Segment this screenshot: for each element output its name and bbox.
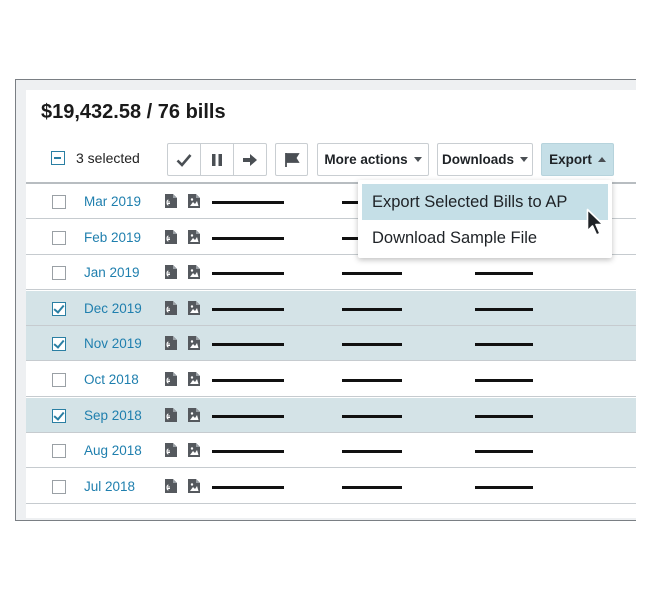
downloads-button[interactable]: Downloads [437, 143, 533, 176]
redacted-amount [342, 379, 402, 382]
redacted-amount [342, 307, 402, 311]
selected-count: 3 selected [76, 150, 140, 166]
redacted-amount [342, 450, 402, 454]
redacted-vendor [212, 201, 284, 204]
redacted-status [475, 343, 533, 347]
flag-icon [284, 152, 300, 167]
table-row[interactable]: Jan 2019 [26, 255, 636, 291]
row-checkbox[interactable] [52, 301, 66, 316]
row-checkbox[interactable] [52, 479, 66, 494]
hold-button[interactable] [201, 144, 234, 175]
bill-date-link[interactable]: Oct 2018 [84, 372, 139, 387]
export-button[interactable]: Export [541, 143, 614, 176]
mouse-pointer-icon [586, 208, 604, 236]
redacted-vendor [212, 343, 284, 347]
bill-date-link[interactable]: Aug 2018 [84, 443, 142, 459]
image-document-icon[interactable] [187, 407, 201, 423]
redacted-vendor [212, 485, 284, 489]
chevron-down-icon [520, 157, 528, 162]
bill-date-link[interactable]: Feb 2019 [84, 229, 142, 245]
bill-document-icon[interactable] [164, 407, 178, 423]
table-header-divider [26, 182, 636, 184]
row-checkbox[interactable] [52, 230, 66, 245]
image-document-icon[interactable] [187, 193, 201, 209]
bill-document-icon[interactable] [164, 229, 178, 245]
redacted-status [475, 450, 533, 454]
export-selected-bills-item[interactable]: Export Selected Bills to AP [362, 184, 608, 220]
image-document-icon[interactable] [187, 442, 201, 458]
bill-document-icon[interactable] [164, 478, 178, 494]
redacted-status [475, 414, 533, 418]
redacted-status [475, 485, 533, 489]
bill-document-icon[interactable] [164, 335, 178, 351]
redacted-vendor [212, 307, 284, 311]
image-document-icon[interactable] [187, 264, 201, 280]
redacted-vendor [212, 272, 284, 276]
more-actions-button[interactable]: More actions [317, 143, 429, 176]
bill-date-link[interactable]: Jan 2019 [84, 265, 140, 281]
bill-document-icon[interactable] [164, 371, 178, 387]
bill-document-icon[interactable] [164, 442, 178, 458]
export-menu: Export Selected Bills to AP Download Sam… [358, 180, 612, 258]
select-all-checkbox[interactable] [51, 151, 65, 165]
image-document-icon[interactable] [187, 300, 201, 316]
redacted-status [475, 272, 533, 276]
row-checkbox[interactable] [52, 444, 66, 459]
export-label: Export [549, 152, 592, 167]
image-document-icon[interactable] [187, 335, 201, 351]
row-checkbox[interactable] [52, 373, 66, 387]
check-icon [176, 153, 192, 167]
arrow-right-icon [243, 153, 257, 166]
chevron-down-icon [413, 157, 422, 162]
chevron-up-icon [597, 157, 606, 162]
bills-total: $19,432.58 / 76 bills [41, 101, 226, 123]
table-row[interactable]: Sep 2018 [26, 397, 636, 433]
bill-date-link[interactable]: Mar 2019 [84, 194, 142, 209]
checkmark-icon [53, 408, 65, 421]
checkmark-icon [53, 302, 65, 314]
bulk-action-group [167, 143, 267, 176]
bill-date-link[interactable]: Sep 2018 [84, 407, 142, 423]
image-document-icon[interactable] [187, 229, 201, 245]
bill-document-icon[interactable] [164, 264, 178, 280]
table-row[interactable]: Nov 2019 [26, 326, 636, 362]
redacted-vendor [212, 236, 284, 240]
redacted-status [475, 307, 533, 311]
redacted-amount [342, 485, 402, 489]
downloads-label: Downloads [441, 152, 514, 167]
row-checkbox[interactable] [52, 195, 66, 209]
pause-icon [212, 153, 222, 166]
redacted-amount [342, 343, 402, 347]
redacted-amount [342, 272, 402, 276]
download-sample-file-item[interactable]: Download Sample File [372, 229, 538, 247]
bill-date-link[interactable]: Jul 2018 [84, 478, 136, 494]
redacted-vendor [212, 379, 284, 382]
image-document-icon[interactable] [187, 371, 201, 387]
table-row[interactable]: Dec 2019 [26, 290, 636, 326]
more-actions-label: More actions [324, 152, 408, 167]
approve-button[interactable] [168, 144, 201, 175]
row-checkbox[interactable] [52, 337, 66, 352]
bill-document-icon[interactable] [164, 193, 178, 209]
flag-button[interactable] [275, 143, 308, 176]
redacted-vendor [212, 414, 284, 418]
bill-date-link[interactable]: Nov 2019 [84, 336, 142, 352]
table-row[interactable]: Jul 2018 [26, 468, 636, 504]
redacted-amount [342, 414, 402, 418]
redacted-vendor [212, 450, 284, 454]
row-checkbox[interactable] [52, 266, 66, 281]
row-checkbox[interactable] [52, 408, 66, 423]
table-row[interactable]: Aug 2018 [26, 433, 636, 469]
table-row[interactable]: Oct 2018 [26, 362, 636, 397]
image-document-icon[interactable] [187, 478, 201, 494]
bill-document-icon[interactable] [164, 300, 178, 316]
checkmark-icon [53, 337, 65, 350]
forward-button[interactable] [234, 144, 266, 175]
bill-date-link[interactable]: Dec 2019 [84, 300, 142, 316]
redacted-status [475, 379, 533, 382]
